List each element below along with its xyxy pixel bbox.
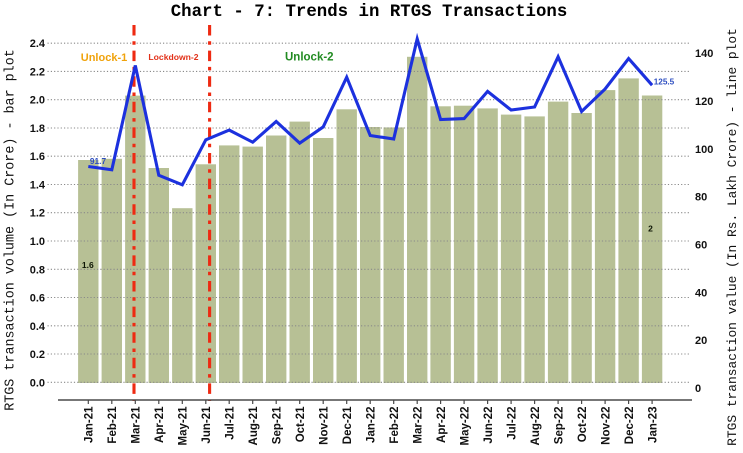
- svg-text:120: 120: [695, 96, 713, 108]
- svg-text:0.0: 0.0: [30, 377, 45, 389]
- svg-text:Jul-21: Jul-21: [224, 406, 236, 440]
- svg-text:Dec-22: Dec-22: [624, 407, 636, 445]
- svg-text:0.4: 0.4: [30, 321, 46, 333]
- svg-text:2.0: 2.0: [30, 95, 45, 107]
- svg-text:1.8: 1.8: [30, 123, 45, 135]
- svg-text:Jan-21: Jan-21: [84, 406, 96, 443]
- svg-text:125.5: 125.5: [654, 78, 675, 87]
- svg-text:RTGS transaction volume (In Cr: RTGS transaction volume (In Crore) - bar…: [4, 49, 19, 411]
- svg-text:1.4: 1.4: [30, 180, 46, 192]
- svg-text:Feb-22: Feb-22: [389, 407, 401, 444]
- svg-text:0.2: 0.2: [30, 349, 45, 361]
- svg-text:2: 2: [648, 224, 653, 234]
- svg-text:RTGS transaction value (In Rs.: RTGS transaction value (In Rs. Lakh Cror…: [725, 28, 740, 446]
- svg-text:Jul-22: Jul-22: [506, 407, 518, 440]
- svg-text:Sep-22: Sep-22: [553, 407, 565, 445]
- svg-text:Feb-21: Feb-21: [107, 406, 119, 444]
- svg-text:20: 20: [695, 335, 707, 347]
- svg-text:60: 60: [695, 240, 707, 252]
- svg-text:0.6: 0.6: [30, 293, 45, 305]
- svg-text:100: 100: [695, 144, 713, 156]
- svg-text:80: 80: [695, 192, 707, 204]
- svg-text:2.4: 2.4: [30, 38, 46, 50]
- svg-text:2.2: 2.2: [30, 66, 45, 78]
- svg-text:Mar-22: Mar-22: [412, 407, 424, 444]
- svg-text:40: 40: [695, 287, 707, 299]
- svg-text:1.6: 1.6: [82, 260, 94, 270]
- svg-text:Jun-21: Jun-21: [201, 406, 213, 444]
- svg-text:140: 140: [695, 48, 713, 60]
- svg-text:1.6: 1.6: [30, 151, 45, 163]
- svg-text:0: 0: [695, 383, 701, 395]
- svg-text:1.2: 1.2: [30, 208, 45, 220]
- svg-text:Mar-21: Mar-21: [131, 406, 143, 444]
- svg-text:Chart - 7: Trends in RTGS Tran: Chart - 7: Trends in RTGS Transactions: [171, 3, 568, 22]
- svg-text:Nov-22: Nov-22: [600, 407, 612, 445]
- svg-text:Lockdown-2: Lockdown-2: [148, 52, 198, 62]
- svg-text:May-22: May-22: [459, 407, 471, 446]
- svg-text:Oct-21: Oct-21: [295, 406, 307, 442]
- svg-text:1.0: 1.0: [30, 236, 45, 248]
- svg-text:May-21: May-21: [178, 406, 190, 446]
- svg-text:Apr-22: Apr-22: [436, 407, 448, 443]
- svg-text:Unlock-2: Unlock-2: [285, 52, 334, 64]
- svg-text:Aug-22: Aug-22: [530, 407, 542, 446]
- svg-text:Dec-21: Dec-21: [342, 406, 354, 444]
- svg-text:0.8: 0.8: [30, 264, 45, 276]
- svg-text:Oct-22: Oct-22: [577, 407, 589, 443]
- svg-text:Jan-23: Jan-23: [647, 407, 659, 443]
- svg-text:91.7: 91.7: [90, 156, 107, 166]
- svg-text:Apr-21: Apr-21: [154, 406, 166, 443]
- svg-text:Sep-21: Sep-21: [271, 406, 283, 444]
- svg-text:Jun-22: Jun-22: [483, 407, 495, 444]
- svg-text:Nov-21: Nov-21: [318, 406, 330, 445]
- svg-text:Jan-22: Jan-22: [365, 407, 377, 443]
- svg-text:Unlock-1: Unlock-1: [81, 52, 127, 64]
- svg-text:Aug-21: Aug-21: [248, 406, 260, 446]
